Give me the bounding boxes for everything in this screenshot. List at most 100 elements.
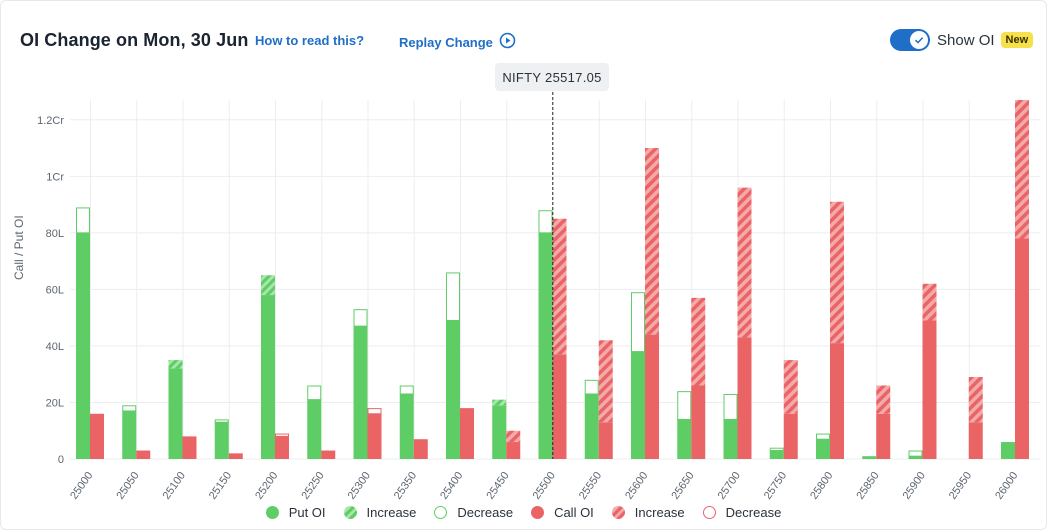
call-oi-bar (321, 450, 336, 459)
legend-call-decrease[interactable]: Decrease (702, 505, 781, 520)
put-decrease-bar (908, 450, 923, 457)
put-oi-bar (76, 232, 90, 459)
put-decrease-bar (76, 207, 90, 234)
put-oi-bar (353, 326, 368, 459)
legend-call-increase[interactable]: Increase (611, 505, 685, 520)
call-increase-bar (598, 340, 613, 423)
how-to-read-link[interactable]: How to read this? (255, 33, 365, 48)
put-oi-bar (261, 295, 275, 459)
put-decrease-bar (353, 309, 368, 327)
put-decrease-swatch (434, 506, 448, 519)
x-tick-label: 25700 (716, 470, 743, 500)
x-tick-label: 25950 (947, 470, 974, 500)
show-oi-label: Show OI (937, 31, 995, 49)
x-tick-label: 25600 (623, 470, 650, 500)
call-oi-bar (783, 413, 798, 459)
legend-put-oi[interactable]: Put OI (265, 505, 326, 520)
put-oi-bar (816, 439, 830, 459)
x-tick-label: 25350 (392, 470, 419, 500)
call-oi-bar (968, 422, 983, 459)
put-decrease-bar (446, 272, 460, 321)
put-oi-bar (399, 393, 414, 459)
legend-call-oi-label: Call OI (554, 505, 594, 520)
x-tick-label: 25750 (762, 470, 789, 500)
call-increase-bar (830, 201, 844, 344)
call-oi-bar (1015, 238, 1029, 459)
call-decrease-swatch (702, 506, 716, 519)
x-tick-label: 25000 (68, 470, 95, 500)
call-increase-swatch (611, 506, 625, 519)
y-tick-label: 80L (46, 228, 64, 240)
y-tick-label: 20L (46, 397, 64, 409)
call-oi-bar (367, 413, 382, 459)
legend-put-oi-label: Put OI (288, 505, 326, 520)
x-tick-label: 25200 (253, 470, 280, 500)
put-oi-swatch (265, 506, 279, 519)
x-tick-label: 25300 (346, 470, 373, 500)
put-decrease-bar (631, 292, 645, 353)
page-title: OI Change on Mon, 30 Jun (20, 30, 249, 50)
put-oi-bar (769, 450, 784, 459)
call-oi-swatch (531, 506, 545, 519)
call-oi-bar (922, 320, 937, 459)
put-decrease-bar (723, 393, 738, 420)
put-increase-swatch (343, 506, 357, 519)
x-tick-label: 25900 (901, 470, 928, 500)
x-tick-label: 26000 (993, 470, 1020, 500)
legend-call-oi[interactable]: Call OI (531, 505, 594, 520)
y-tick-label: 60L (46, 284, 64, 296)
x-tick-label: 25850 (854, 470, 881, 500)
put-decrease-bar (769, 447, 784, 452)
put-oi-bar (908, 456, 923, 459)
legend-put-increase[interactable]: Increase (343, 505, 417, 520)
new-badge: New (1000, 32, 1034, 48)
call-oi-bar (228, 453, 243, 459)
call-increase-bar (506, 430, 521, 443)
call-decrease-bar (367, 408, 382, 415)
legend-put-decrease-label: Decrease (457, 505, 514, 520)
put-oi-bar (122, 410, 137, 459)
call-increase-bar (552, 218, 567, 355)
show-oi-toggle[interactable] (890, 29, 930, 51)
put-decrease-bar (677, 391, 692, 420)
x-tick-label: 25250 (299, 470, 326, 500)
x-tick-label: 25550 (577, 470, 604, 500)
put-decrease-bar (214, 419, 229, 423)
call-oi-bar (830, 343, 844, 459)
x-tick-label: 25150 (207, 470, 234, 500)
x-tick-label: 25450 (484, 470, 511, 500)
put-oi-bar (168, 368, 183, 459)
put-oi-bar (677, 419, 692, 459)
call-increase-bar (691, 297, 706, 386)
call-decrease-bar (275, 433, 289, 437)
put-decrease-bar (399, 385, 414, 395)
put-decrease-bar (538, 210, 553, 234)
put-decrease-bar (816, 433, 830, 440)
call-oi-bar (90, 413, 104, 459)
y-tick-label: 40L (46, 341, 64, 353)
replay-change-button[interactable]: Replay Change (399, 32, 516, 52)
call-oi-bar (275, 436, 289, 459)
call-increase-bar (968, 377, 983, 423)
call-oi-bar (691, 385, 706, 459)
call-increase-bar (645, 148, 659, 335)
put-increase-bar (261, 275, 275, 296)
call-increase-bar (922, 283, 937, 321)
call-increase-bar (783, 360, 798, 414)
put-increase-bar (492, 399, 507, 406)
put-oi-bar (538, 232, 553, 459)
put-oi-bar (307, 399, 322, 459)
x-tick-label: 25500 (531, 470, 558, 500)
spot-price-label: NIFTY 25517.05 (495, 63, 609, 91)
put-oi-bar (1001, 442, 1015, 459)
call-oi-bar (136, 450, 151, 459)
oi-bar-chart: 0 20L 40L 60L 80L 1Cr 1.2Cr 25000 25050 25100 2515… (37, 92, 1040, 500)
y-tick-label: 1.2Cr (37, 115, 64, 127)
put-decrease-bar (584, 379, 599, 395)
call-increase-bar (737, 187, 752, 338)
legend-put-decrease[interactable]: Decrease (434, 505, 513, 520)
chart-legend: Put OI Increase Decrease Call OI Increas… (0, 505, 1047, 520)
legend-put-increase-label: Increase (366, 505, 417, 520)
show-oi-control: Show OI New (890, 29, 1034, 51)
y-tick-label: 1Cr (46, 171, 64, 183)
